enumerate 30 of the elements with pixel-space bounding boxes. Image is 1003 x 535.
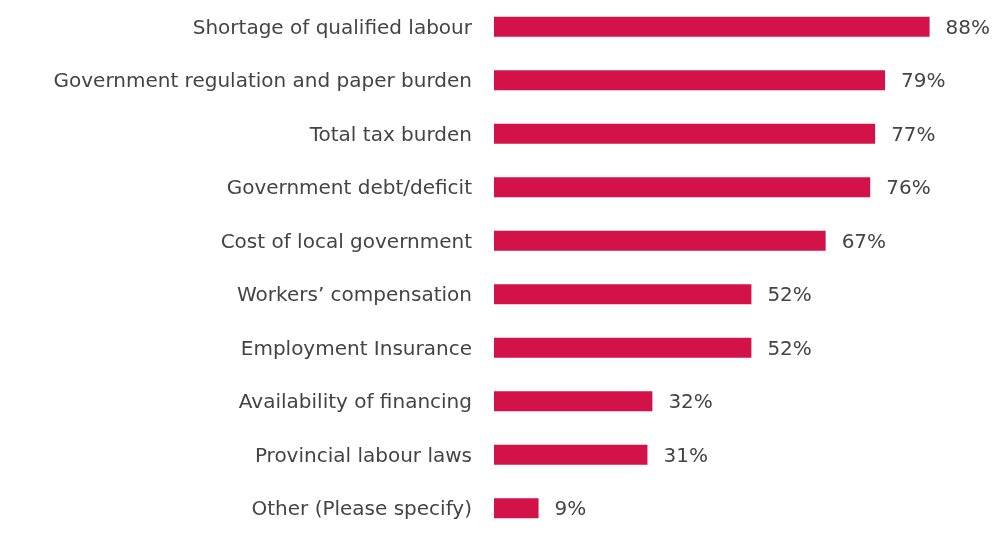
y-tick-label: Provincial labour laws	[254, 442, 472, 467]
bar	[494, 230, 826, 251]
data-label: 76%	[886, 175, 931, 200]
y-tick-label: Government regulation and paper burden	[53, 68, 472, 93]
bar	[494, 123, 876, 144]
data-label: 52%	[767, 335, 812, 360]
bar	[494, 444, 648, 465]
bar	[494, 284, 752, 305]
data-label: 52%	[767, 282, 812, 307]
y-tick-label: Government debt/deficit	[226, 175, 473, 200]
bar	[494, 177, 871, 198]
bar	[494, 391, 653, 412]
data-label: 88%	[945, 14, 991, 39]
bar	[494, 498, 539, 519]
data-label: 77%	[891, 121, 936, 146]
data-label: 32%	[668, 389, 713, 414]
bar	[494, 337, 752, 358]
bar	[494, 16, 930, 37]
data-label: 79%	[901, 68, 946, 93]
data-label: 31%	[663, 442, 708, 467]
y-tick-label: Workers’ compensation	[237, 282, 472, 307]
bar	[494, 70, 886, 91]
y-tick-label: Availability of financing	[238, 389, 472, 414]
data-label: 9%	[554, 496, 587, 521]
y-tick-label: Employment Insurance	[240, 335, 472, 360]
data-label: 67%	[841, 228, 887, 253]
y-tick-label: Shortage of qualified labour	[192, 14, 473, 39]
y-tick-label: Other (Please specify)	[251, 496, 472, 521]
y-tick-label: Total tax burden	[308, 121, 472, 146]
y-tick-label: Cost of local government	[220, 228, 473, 253]
